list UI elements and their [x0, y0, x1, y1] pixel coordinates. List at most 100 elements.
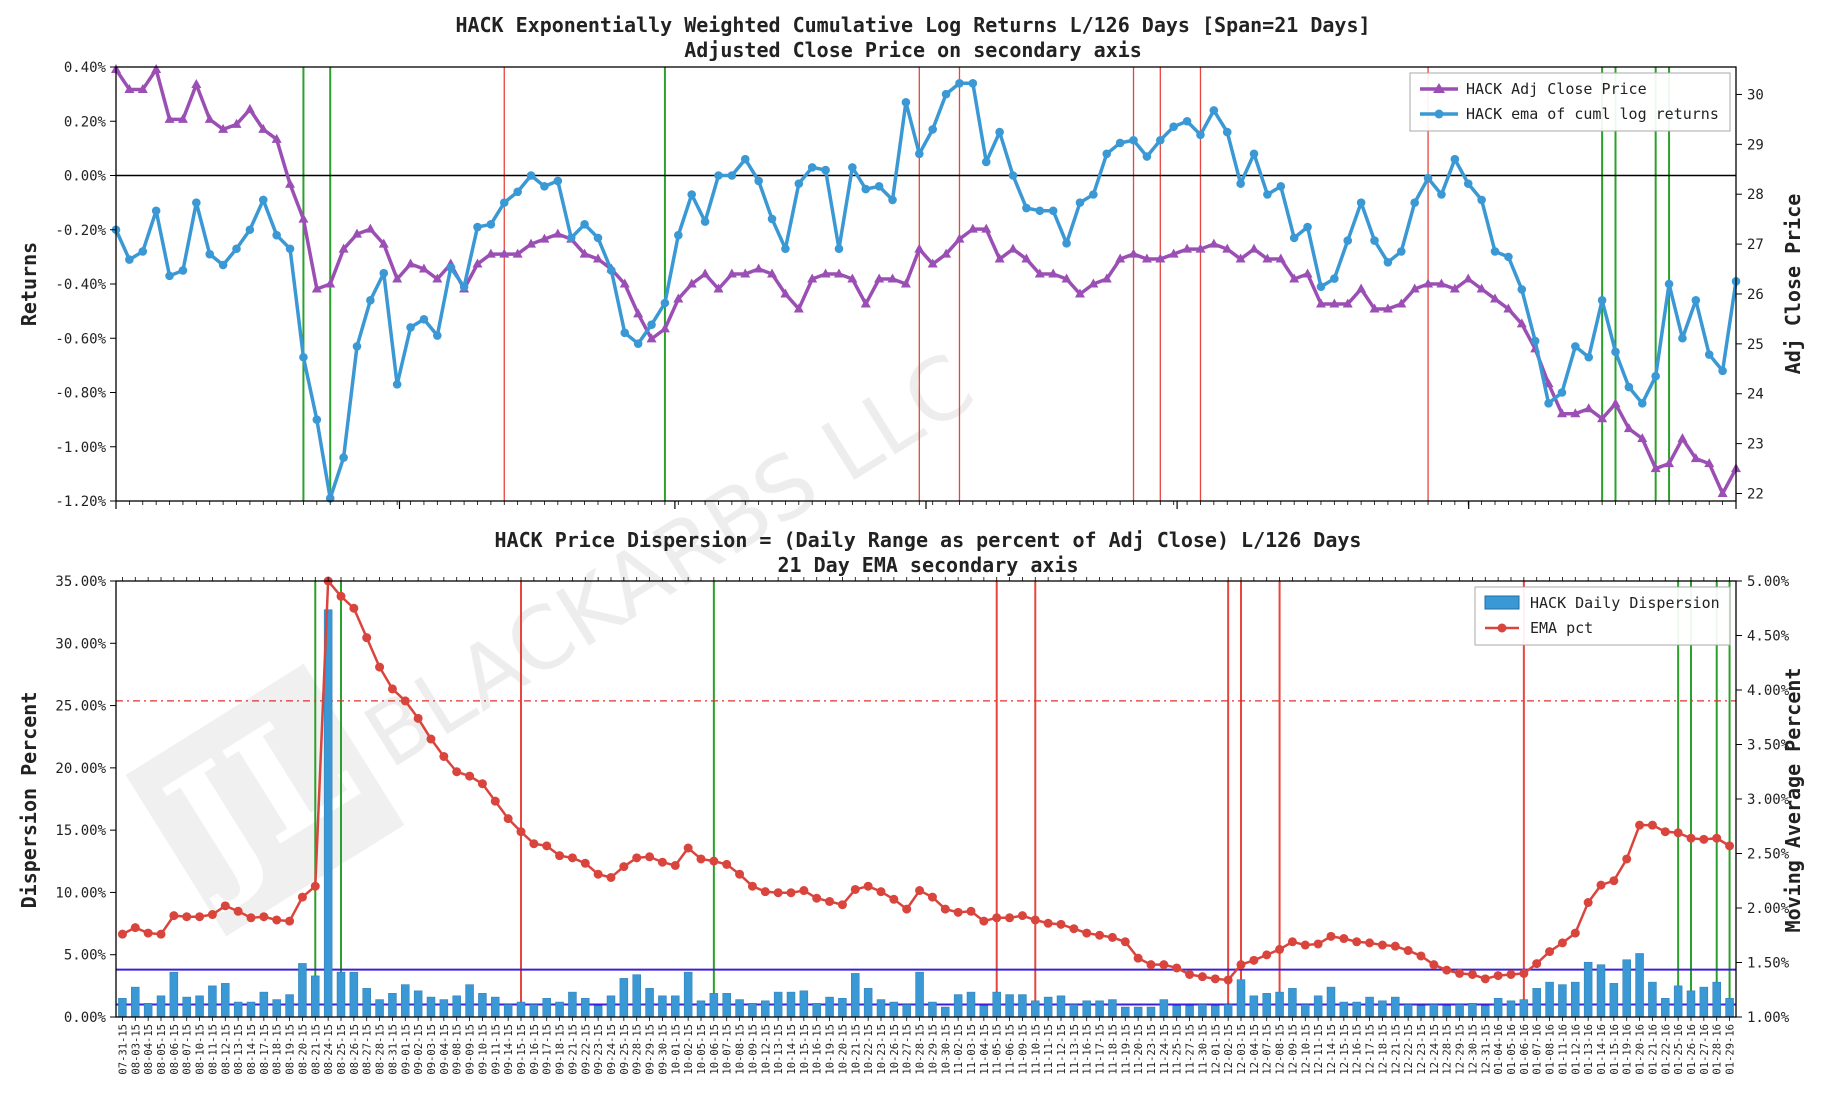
returns-point — [285, 244, 295, 254]
ema-y-tick-label: 2.50% — [1747, 847, 1790, 863]
price-point — [1597, 413, 1608, 423]
dispersion-bar — [915, 971, 924, 1018]
dispersion-bar — [748, 1003, 757, 1018]
dispersion-x-tick-label: 09-22-15 — [580, 1024, 592, 1075]
returns-point — [339, 453, 348, 462]
dispersion-bar — [1416, 1005, 1426, 1018]
dispersion-x-tick-label: 09-25-15 — [619, 1024, 631, 1075]
dispersion-bar — [979, 1005, 989, 1018]
price-point — [646, 333, 657, 343]
price-point — [405, 258, 416, 268]
price-point — [1315, 298, 1326, 308]
dispersion-bar — [388, 993, 397, 1018]
ema-point — [953, 907, 963, 917]
dispersion-bar — [1403, 1004, 1413, 1018]
dispersion-x-tick-label: 10-16-15 — [812, 1024, 824, 1075]
dispersion-x-tick-label: 08-06-15 — [169, 1024, 181, 1075]
ema-point — [516, 827, 526, 837]
ema-point — [207, 910, 217, 920]
returns-point — [674, 230, 683, 240]
price-point — [1356, 283, 1367, 293]
price-point — [954, 233, 965, 243]
returns-point — [540, 182, 549, 191]
price-point — [914, 243, 925, 253]
returns-chart-title: HACK Exponentially Weighted Cumulative L… — [455, 13, 1370, 37]
dispersion-y-tick-label: 35.00% — [55, 574, 106, 590]
dispersion-x-tick-label: 11-20-15 — [1133, 1024, 1145, 1075]
dispersion-bar — [143, 1003, 153, 1018]
dispersion-x-tick-label: 08-11-15 — [207, 1024, 219, 1075]
dispersion-x-tick-label: 10-13-15 — [773, 1024, 785, 1075]
ema-point — [130, 923, 140, 933]
ema-y-tick-label: 4.50% — [1747, 629, 1790, 645]
returns-point — [633, 339, 643, 348]
dispersion-bar — [478, 993, 487, 1018]
returns-point — [1330, 274, 1339, 283]
returns-point — [580, 220, 589, 229]
price-point — [137, 83, 148, 93]
ema-point — [1223, 975, 1233, 985]
returns-point — [1115, 138, 1125, 148]
dispersion-x-tick-label: 09-29-15 — [645, 1024, 657, 1075]
price-point — [1074, 288, 1085, 298]
ema-point — [1442, 965, 1452, 975]
returns-point — [888, 195, 897, 205]
returns-point — [1316, 282, 1326, 292]
dispersion-bar — [838, 998, 847, 1018]
dispersion-bar — [156, 995, 166, 1018]
dispersion-x-tick-label: 10-15-15 — [799, 1024, 811, 1075]
dispersion-x-tick-label: 08-28-15 — [375, 1024, 387, 1075]
ema-y-tick-label: 5.00% — [1747, 574, 1790, 590]
dispersion-bar — [1198, 1004, 1207, 1018]
dispersion-x-tick-label: 09-09-15 — [465, 1024, 477, 1075]
price-point — [633, 308, 644, 318]
price-point — [432, 273, 443, 283]
returns-point — [1664, 279, 1674, 289]
dispersion-x-tick-label: 12-22-15 — [1403, 1024, 1415, 1075]
ema-point — [1712, 833, 1722, 843]
dispersion-x-tick-label: 09-01-15 — [400, 1024, 412, 1075]
dispersion-marker-lines — [314, 581, 1731, 1017]
price-y-tick-label: 27 — [1747, 237, 1764, 253]
dispersion-bar — [516, 1001, 526, 1018]
ema-point — [1236, 960, 1246, 970]
dispersion-x-tick-label: 11-19-15 — [1120, 1024, 1132, 1075]
dispersion-y-tick-label: 10.00% — [55, 885, 106, 901]
dispersion-x-tick-label: 11-03-15 — [966, 1024, 978, 1075]
price-point — [833, 268, 844, 278]
dispersion-x-tick-label: 09-15-15 — [516, 1024, 528, 1075]
ema-point — [1043, 918, 1053, 928]
returns-point — [620, 328, 630, 338]
returns-y-tick-label: -0.20% — [55, 223, 106, 239]
dispersion-x-tick-label: 01-29-16 — [1725, 1024, 1737, 1075]
price-point — [847, 273, 858, 283]
price-point — [1195, 243, 1206, 253]
dispersion-bar — [1121, 1006, 1130, 1018]
dispersion-x-tick-label: 09-17-15 — [542, 1024, 554, 1075]
price-point — [1423, 278, 1434, 288]
dispersion-x-tick-label: 01-08-16 — [1545, 1024, 1557, 1075]
dispersion-y-tick-label: 5.00% — [64, 948, 107, 964]
dispersion-x-tick-label: 08-18-15 — [272, 1024, 284, 1075]
dispersion-x-tick-label: 11-12-15 — [1056, 1024, 1068, 1075]
dispersion-x-tick-label: 11-13-15 — [1069, 1024, 1081, 1075]
ema-point — [1287, 937, 1297, 947]
dispersion-bar — [336, 971, 346, 1018]
ema-point — [902, 904, 912, 914]
ema-point — [490, 796, 500, 806]
dispersion-bar — [1609, 983, 1619, 1018]
returns-point — [607, 266, 616, 275]
price-point — [1637, 433, 1648, 443]
ema-point — [580, 858, 590, 868]
price-point — [1369, 303, 1380, 313]
price-point — [191, 78, 202, 88]
dispersion-bar — [413, 990, 423, 1018]
returns-point — [794, 179, 804, 188]
returns-point — [1343, 236, 1353, 245]
ema-point — [1146, 960, 1156, 970]
dispersion-bar — [426, 996, 436, 1018]
returns-point — [1075, 198, 1085, 207]
ema-point — [1185, 969, 1195, 979]
dispersion-bar — [1699, 986, 1709, 1018]
